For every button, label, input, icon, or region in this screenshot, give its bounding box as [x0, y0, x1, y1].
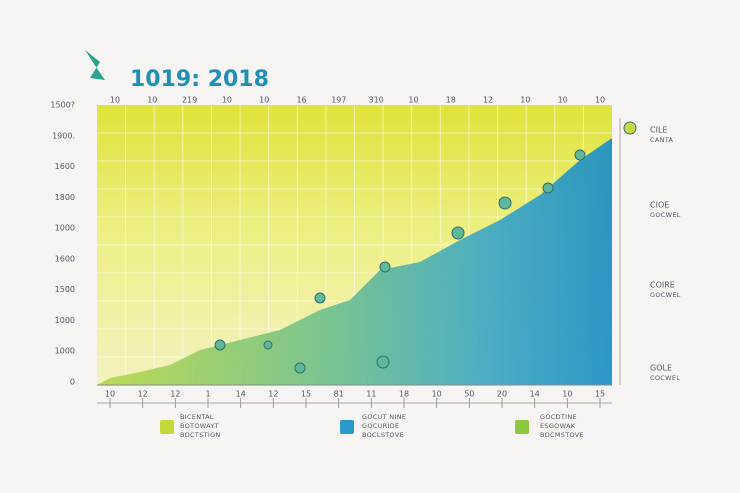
x-label: 10	[562, 390, 572, 399]
decor-blobs	[214, 121, 637, 374]
top-label: 18	[446, 96, 456, 105]
y-label: 1000	[55, 224, 75, 233]
right-label: CANTA	[650, 136, 674, 144]
y-label: 0	[70, 378, 75, 387]
top-label: 197	[331, 96, 346, 105]
top-label: 10	[222, 96, 232, 105]
legend-label: BOCMSTOVE	[540, 431, 584, 439]
top-label: 10	[259, 96, 269, 105]
x-label: 18	[399, 390, 409, 399]
right-label: GOCWEL	[650, 211, 681, 219]
top-label: 10	[595, 96, 605, 105]
right-label: GOCWEL	[650, 291, 681, 299]
legend-label: GOCUT NINE	[362, 413, 406, 421]
top-label: 310	[369, 96, 384, 105]
legend-label: GOCURIDE	[362, 422, 399, 430]
legend-label: ESGOWAK	[540, 422, 576, 430]
y-label: 1900.	[52, 131, 75, 140]
x-label: 12	[138, 390, 148, 399]
top-label: 219	[182, 96, 197, 105]
x-label: 11	[366, 390, 376, 399]
x-label: 10	[105, 390, 115, 399]
top-label: 10	[558, 96, 568, 105]
top-label: 10	[147, 96, 157, 105]
x-label: 15	[301, 390, 311, 399]
legend-label: GOCDTINE	[540, 413, 577, 421]
right-label: CIOE	[650, 201, 669, 210]
top-label: 10	[408, 96, 418, 105]
title: 1019: 2018	[130, 67, 269, 92]
y-label: 1800	[55, 193, 75, 202]
legend-label: BICENTAL	[180, 413, 214, 421]
x-label: 15	[595, 390, 605, 399]
y-label: 1500?	[50, 101, 75, 110]
legend-swatch	[515, 420, 529, 434]
x-label: 50	[464, 390, 474, 399]
right-label: GOLE	[650, 364, 672, 373]
legend-swatch	[340, 420, 354, 434]
top-label: 10	[520, 96, 530, 105]
x-label: 12	[268, 390, 278, 399]
top-label: 16	[296, 96, 306, 105]
x-label: 14	[236, 390, 246, 399]
area	[97, 138, 612, 385]
y-label: 1000	[55, 347, 75, 356]
x-label: 12	[170, 390, 180, 399]
x-label: 1	[205, 390, 210, 399]
y-label: 1600	[55, 254, 75, 263]
right-label: COCWEL	[650, 374, 680, 382]
y-label: 1600	[55, 162, 75, 171]
x-label: 14	[530, 390, 540, 399]
right-label: CILE	[650, 126, 667, 135]
right-label: COIRE	[650, 281, 675, 290]
top-label: 10	[110, 96, 120, 105]
legend-label: BOCTSTIGN	[180, 431, 221, 439]
y-label: 1500	[55, 285, 75, 294]
x-label: 10	[432, 390, 442, 399]
legend-label: BOTOWAYT	[180, 422, 219, 430]
logo	[85, 50, 105, 80]
legend-label: BOCLSTOVE	[362, 431, 404, 439]
top-label: 12	[483, 96, 493, 105]
legend-swatch	[160, 420, 174, 434]
x-label: 20	[497, 390, 507, 399]
y-label: 1000	[55, 316, 75, 325]
x-label: 81	[334, 390, 344, 399]
